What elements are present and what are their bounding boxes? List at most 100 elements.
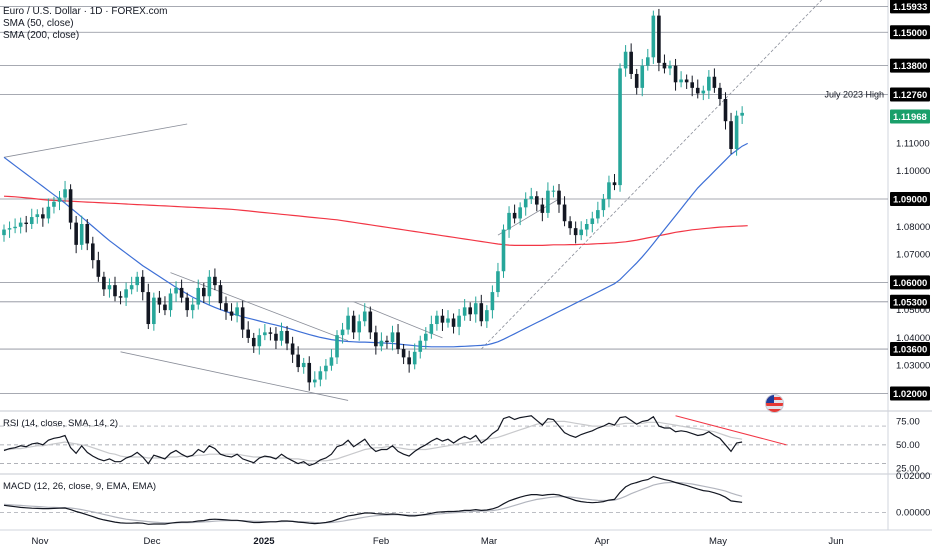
level-price-box — [890, 25, 930, 40]
level-price-box — [890, 294, 930, 309]
price-tick-label: 1.10000 — [896, 166, 930, 177]
level-price-label: 1.09000 — [893, 194, 927, 205]
candle-body — [457, 315, 461, 327]
candle-body — [329, 357, 334, 366]
macd-label[interactable]: MACD (12, 26, close, 9, EMA, EMA) — [3, 481, 157, 492]
candle-body — [152, 297, 156, 325]
price-tick-label: 1.07000 — [896, 250, 930, 261]
level-price-label: 1.12760 — [893, 90, 927, 101]
candle-body — [124, 289, 128, 298]
candle-body — [368, 311, 373, 333]
candle-body — [540, 204, 545, 213]
level-price-label: 1.15000 — [893, 28, 927, 39]
candle-body — [79, 224, 84, 245]
candle-body — [679, 79, 683, 83]
candle-body — [29, 217, 34, 225]
candle-body — [313, 379, 317, 383]
level-price-label: 1.03600 — [893, 345, 927, 356]
candle-body — [46, 206, 51, 219]
candle-body — [374, 332, 378, 347]
rsi-divergence-trendline — [675, 415, 787, 446]
channel-lower-line — [120, 351, 349, 401]
candle-body — [163, 304, 167, 311]
sma50-line — [3, 142, 748, 348]
candle-body — [707, 76, 711, 91]
candle-body — [318, 371, 323, 380]
level-price-label: 1.13800 — [893, 61, 927, 72]
level-price-box — [890, 87, 930, 102]
candle-body — [518, 207, 522, 219]
candle-body — [684, 79, 689, 83]
candle-body — [523, 198, 528, 208]
current-price-label: 1.11968 — [893, 112, 927, 123]
candle-body — [179, 287, 184, 298]
candle-body — [712, 76, 717, 88]
candle-body — [274, 333, 278, 341]
sma50-legend[interactable]: SMA (50, close) — [3, 18, 74, 29]
candle-body — [185, 297, 189, 311]
candle-body — [673, 65, 678, 83]
candle-body — [102, 276, 106, 290]
candle-body — [690, 82, 694, 88]
price-tick-label: 1.03000 — [896, 361, 930, 372]
candle-body — [468, 307, 472, 315]
symbol-legend[interactable]: Euro / U.S. Dollar · 1D · FOREX.com — [3, 6, 168, 17]
level-price-label: 1.15933 — [893, 2, 927, 13]
pennant-line — [353, 301, 443, 339]
candle-body — [290, 343, 295, 355]
candle-body — [446, 318, 450, 323]
level-price-label: 1.06000 — [893, 278, 927, 289]
sma200-legend[interactable]: SMA (200, close) — [3, 30, 80, 41]
candle-body — [629, 51, 633, 74]
rsi-sma-line — [4, 420, 743, 462]
candle-body — [240, 307, 245, 330]
candle-body — [601, 198, 606, 211]
candle-body — [174, 287, 178, 294]
candle-body — [485, 310, 489, 322]
candle-body — [146, 292, 151, 325]
candle-body — [251, 337, 256, 347]
sma200-line — [3, 195, 748, 246]
time-tick-label: Nov — [32, 536, 49, 547]
candle-body — [440, 315, 445, 323]
candle-body — [390, 332, 395, 343]
candle-body — [96, 260, 101, 277]
candle-body — [596, 210, 600, 219]
candle-body — [351, 315, 356, 333]
time-tick-label: 2025 — [253, 536, 275, 547]
candle-body — [512, 212, 517, 219]
candle-body — [246, 329, 250, 338]
candle-body — [451, 318, 456, 327]
candle-body — [340, 329, 345, 336]
candle-body — [218, 285, 223, 304]
price-tick-label: 1.11000 — [896, 138, 930, 149]
price-tick-label: 1.08000 — [896, 222, 930, 233]
candle-body — [435, 315, 439, 325]
candle-body — [118, 296, 123, 298]
candle-body — [634, 73, 639, 88]
candle-body — [562, 204, 567, 222]
level-price-label: 1.05300 — [893, 297, 927, 308]
candle-body — [35, 214, 40, 218]
candle-body — [662, 62, 667, 69]
candle-body — [135, 276, 139, 286]
candle-body — [640, 65, 645, 88]
rsi-label[interactable]: RSI (14, close, SMA, 14, 2) — [3, 418, 119, 429]
candle-body — [740, 112, 744, 116]
level-price-box — [890, 275, 930, 290]
rising-trendline — [481, 0, 823, 350]
level-price-box — [890, 58, 930, 73]
candle-body — [734, 115, 739, 149]
candle-body — [301, 362, 306, 368]
candle-body — [695, 87, 700, 94]
us-flag-icon[interactable] — [765, 394, 784, 413]
candle-body — [2, 229, 6, 236]
candle-body — [618, 68, 622, 186]
candle-body — [573, 228, 578, 236]
level-price-box — [890, 342, 930, 357]
candle-body — [651, 15, 656, 58]
candle-body — [701, 90, 706, 94]
candle-body — [418, 340, 423, 352]
